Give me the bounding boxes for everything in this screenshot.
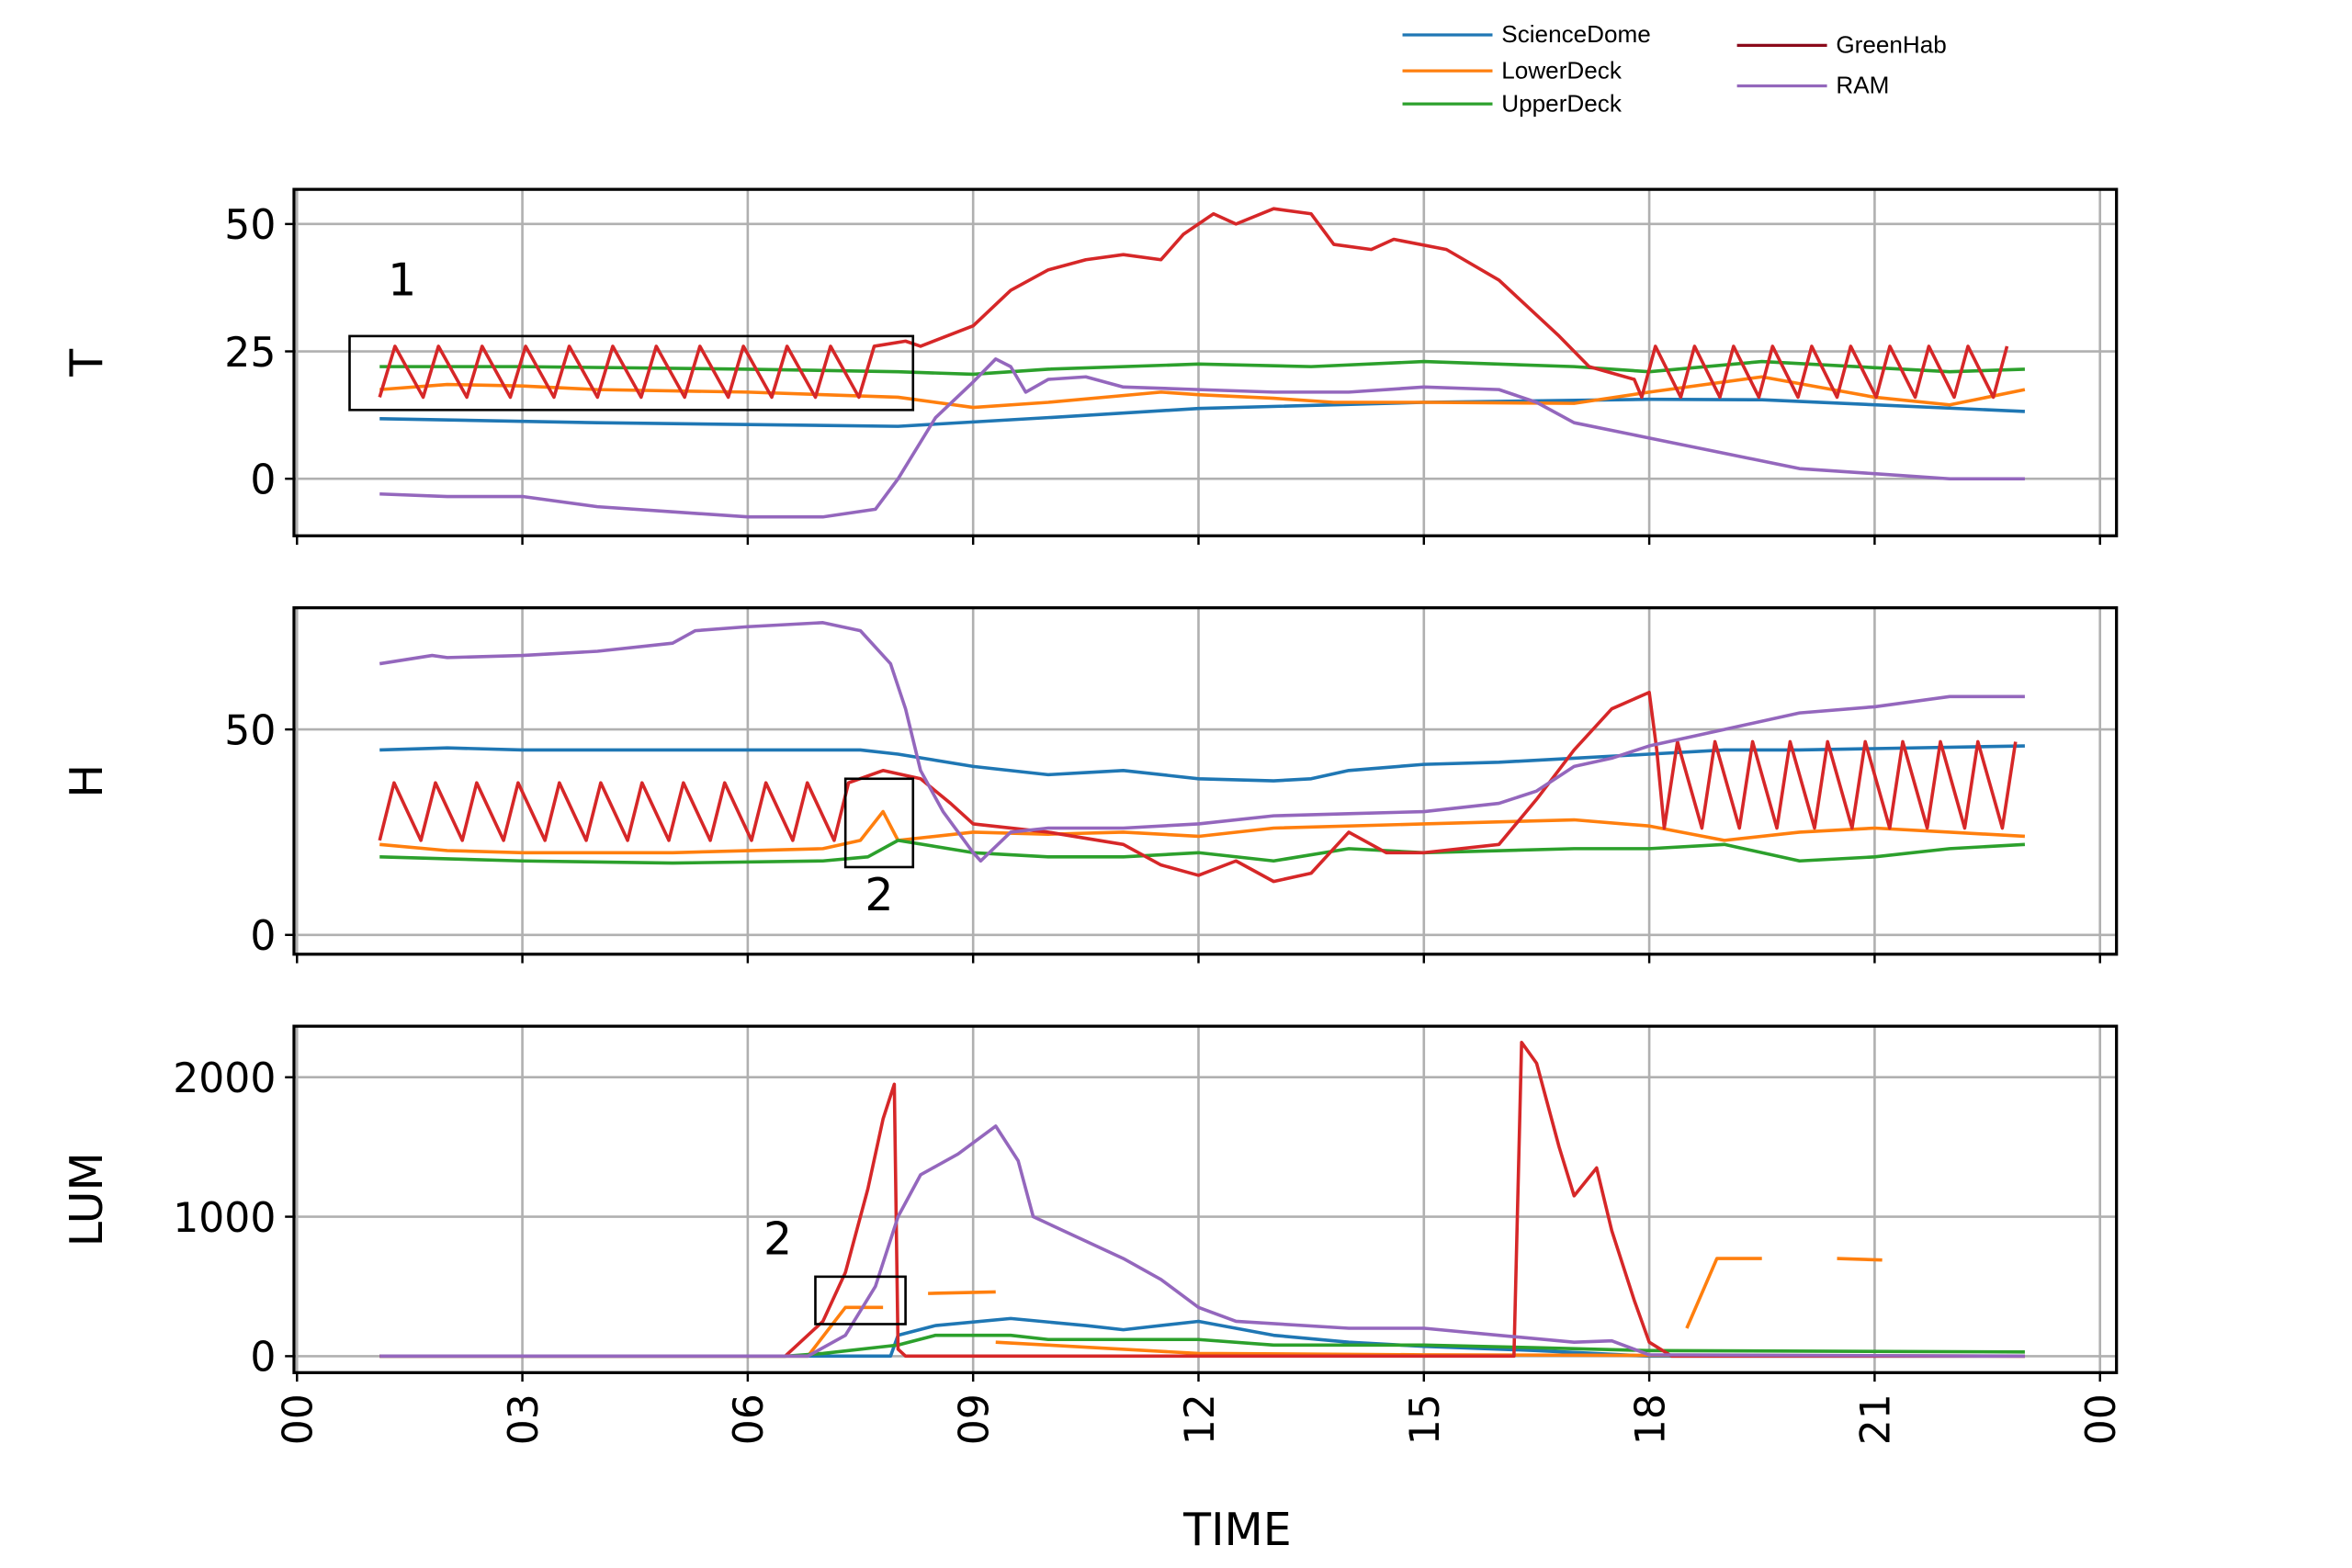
series-line-greenhab (378, 690, 2018, 884)
x-tick-label: 00 (276, 1393, 322, 1445)
series-line-lowerdeck (1837, 1257, 1883, 1262)
y-tick-label: 25 (224, 330, 276, 377)
x-tick-label: 21 (1853, 1393, 1900, 1445)
legend-label-ram: RAM (1836, 72, 1889, 99)
y-tick-label: 0 (250, 913, 276, 960)
y-tick-label: 0 (250, 457, 276, 504)
panel-t: 0 25 50 T 1 (61, 187, 2119, 546)
annotation-box (814, 1275, 907, 1325)
panels: 0 25 50 T 1 0 50 H 2 0 1000 2000 LUM 2 00 03 06 09 12 15 18 2… (61, 187, 2125, 1445)
y-tick-label: 50 (224, 707, 276, 754)
series-line-ram (379, 1124, 2025, 1359)
legend-label-greenhab: GreenHab (1836, 31, 1946, 59)
panel-frame (292, 1024, 2119, 1374)
series-line-ram (379, 621, 2025, 863)
y-tick-label: 50 (224, 202, 276, 249)
series-group (379, 1041, 2025, 1359)
annotation-label: 1 (388, 254, 416, 307)
series-line-greenhab (379, 1041, 2025, 1359)
y-axis-label: LUM (61, 1152, 113, 1247)
series-group (378, 621, 2026, 884)
panel-frame (292, 187, 2119, 537)
series-line-sciencedome (379, 744, 2025, 783)
series-line-lowerdeck (379, 809, 2026, 855)
legend-label-sciencedome: ScienceDome (1501, 20, 1651, 48)
x-tick-label: 12 (1177, 1393, 1224, 1445)
legend-label-upperdeck: UpperDeck (1501, 89, 1623, 117)
series-line-upperdeck (379, 839, 2026, 865)
y-axis-label: T (61, 348, 113, 378)
x-tick-label: 09 (952, 1393, 999, 1445)
annotation-label: 2 (763, 1213, 792, 1266)
series-line-lowerdeck (379, 1305, 884, 1359)
series-group (378, 207, 2026, 519)
series-line-lowerdeck (995, 1340, 2025, 1359)
x-tick-label: 00 (2078, 1393, 2125, 1445)
y-tick-label: 2000 (173, 1055, 276, 1102)
y-tick-label: 0 (250, 1335, 276, 1382)
y-axis-label: H (61, 764, 113, 798)
x-tick-label: 06 (726, 1393, 773, 1445)
x-tick-label: 15 (1402, 1393, 1449, 1445)
series-line-sciencedome (379, 1316, 2025, 1359)
annotation-label: 2 (865, 869, 893, 921)
y-tick-label: 1000 (173, 1195, 276, 1242)
panel-lum: 0 1000 2000 LUM 2 00 03 06 09 12 15 18 21 00 (61, 1024, 2125, 1445)
annotation-box (348, 334, 915, 412)
series-line-lowerdeck (1685, 1257, 1762, 1329)
annotation-box (843, 777, 915, 869)
x-tick-label: 18 (1627, 1393, 1674, 1445)
series-line-lowerdeck (928, 1290, 996, 1295)
x-axis-label: TIME (1182, 1504, 1292, 1556)
series-line-ram (379, 357, 2025, 519)
series-line-lowerdeck (379, 375, 2026, 410)
x-tick-label: 03 (501, 1393, 548, 1445)
series-line-sciencedome (379, 397, 2025, 428)
series-line-upperdeck (379, 1333, 2025, 1359)
panel-h: 0 50 H 2 (61, 606, 2119, 964)
panel-frame (292, 606, 2119, 956)
legend-label-lowerdeck: LowerDeck (1501, 56, 1623, 84)
legend: ScienceDome LowerDeck UpperDeck GreenHab RAM (1402, 20, 1947, 117)
series-line-greenhab (378, 207, 2009, 400)
